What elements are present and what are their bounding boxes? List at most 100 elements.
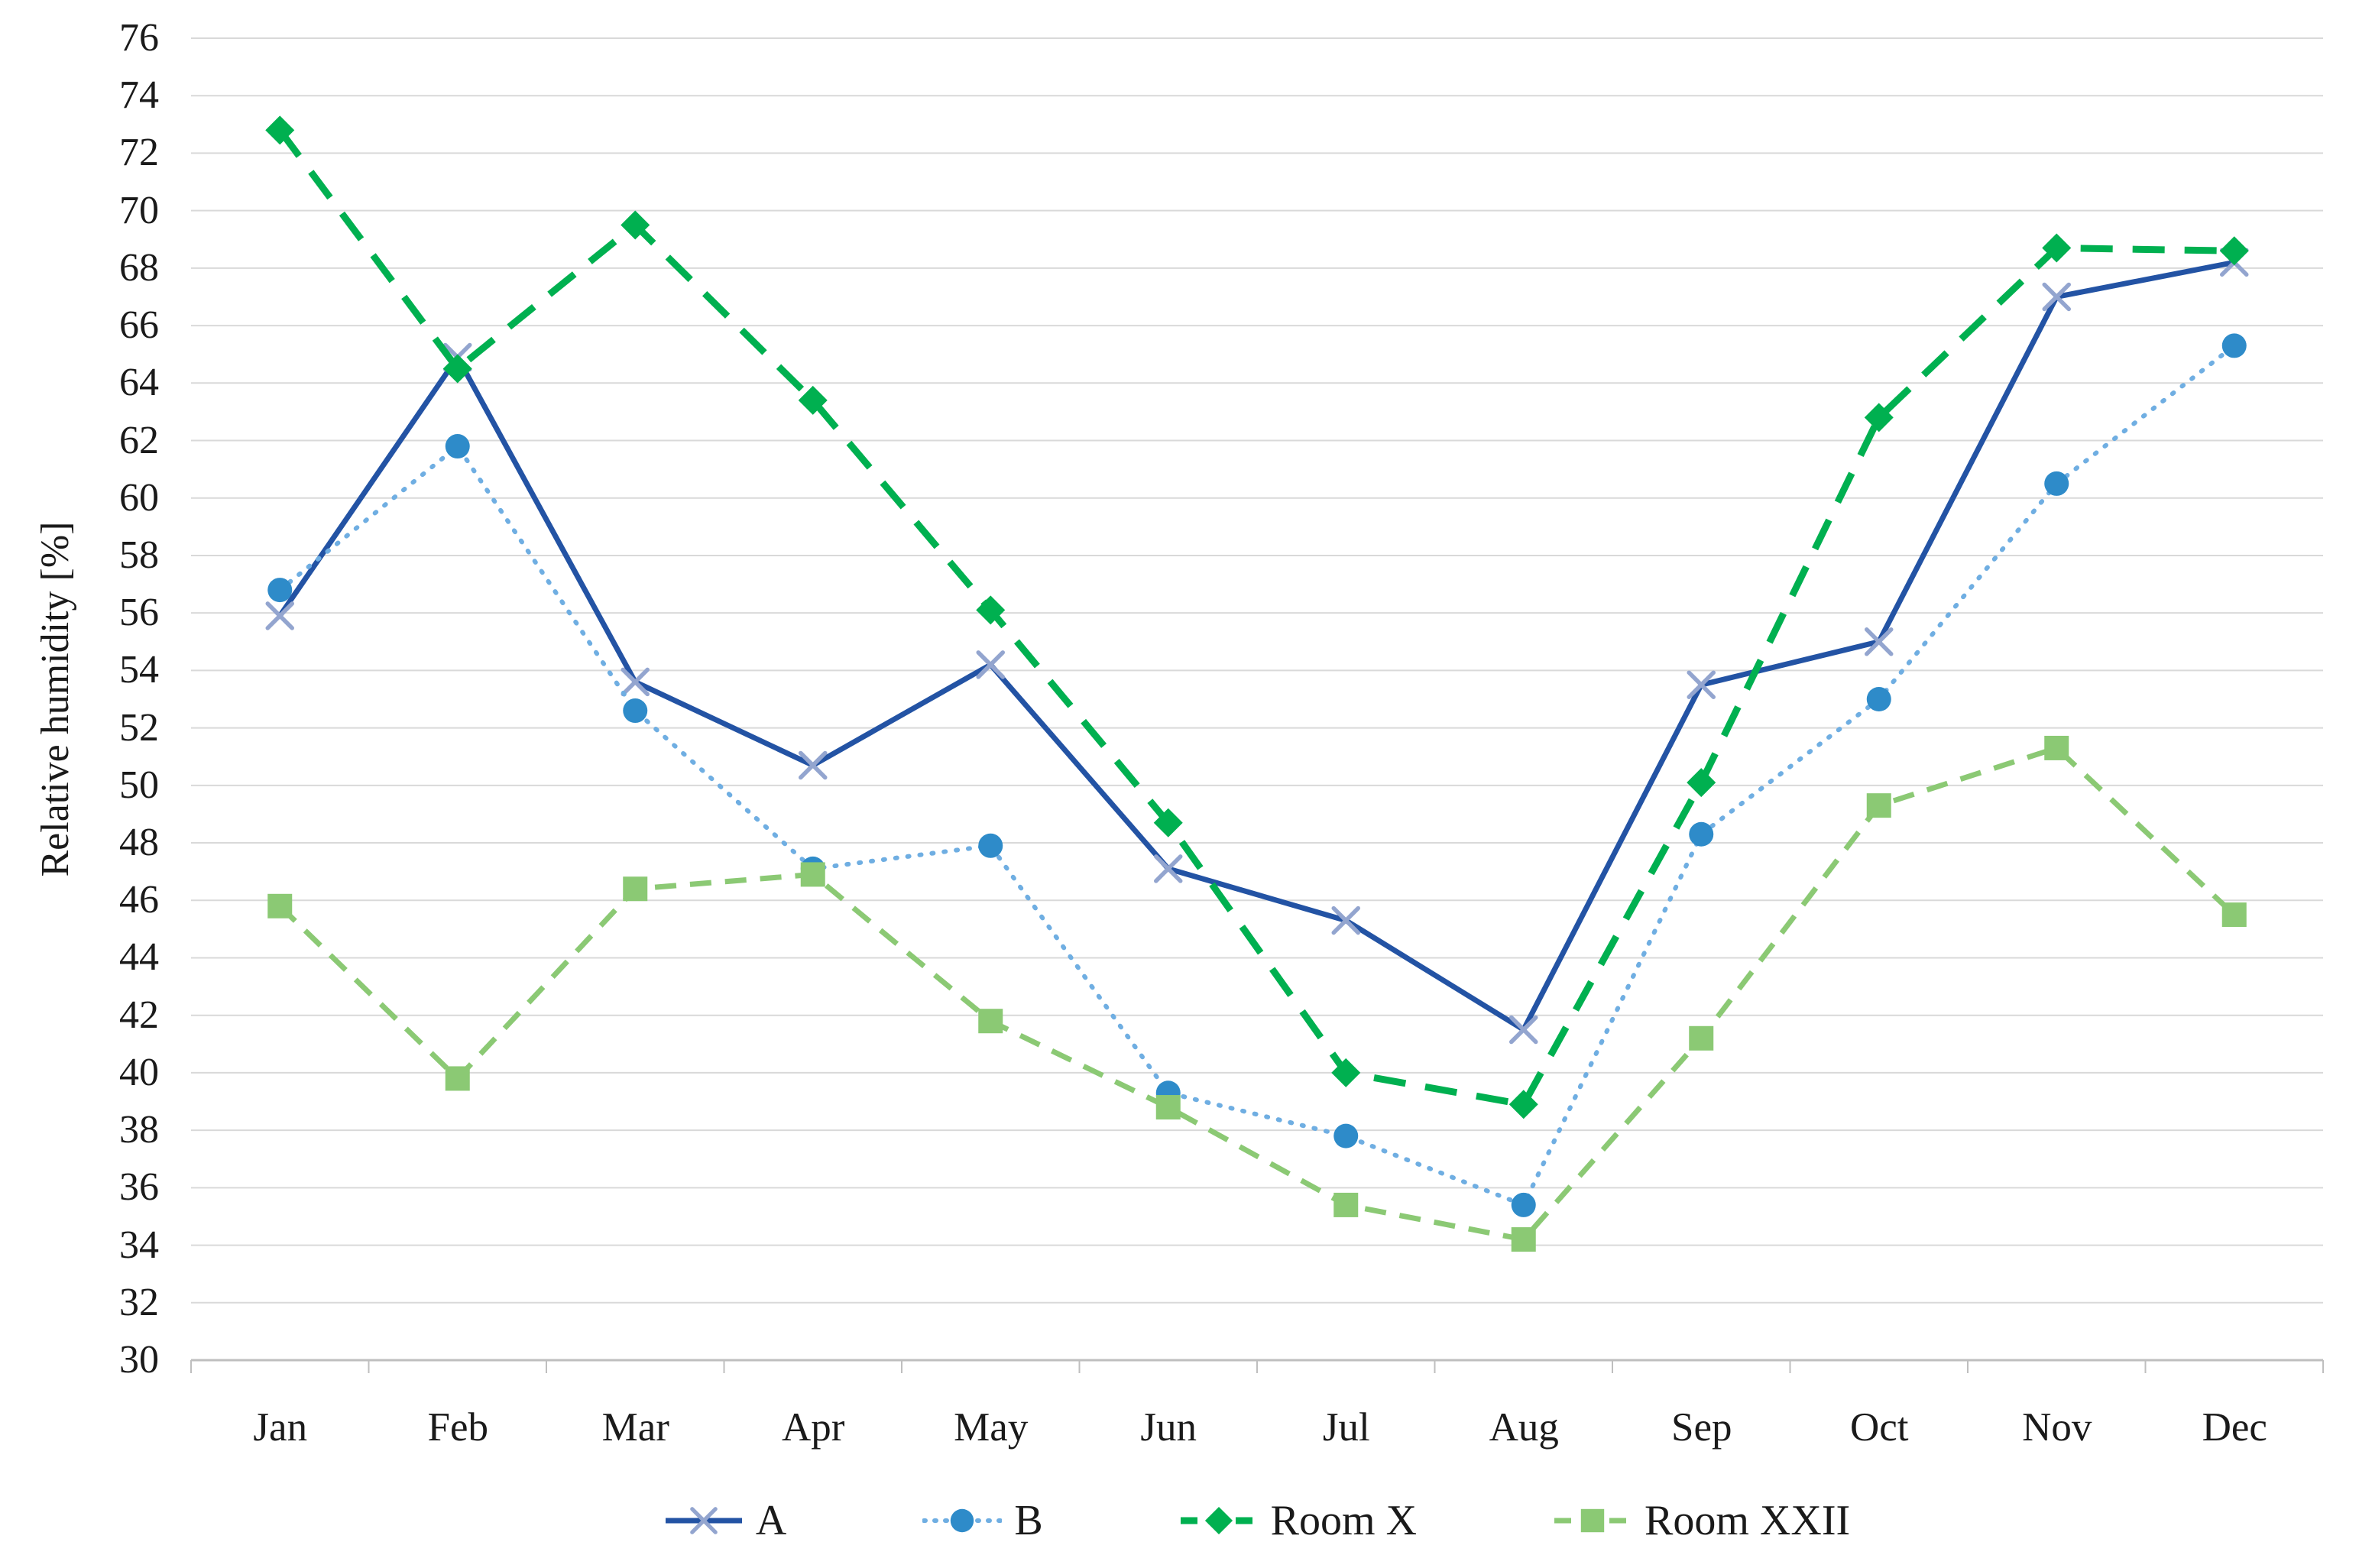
series-marker-circle <box>1689 821 1714 847</box>
x-tick-label: May <box>954 1405 1029 1450</box>
y-tick-label: 52 <box>119 705 159 750</box>
series-marker-x <box>1331 905 1360 935</box>
series-marker-diamond <box>1508 1090 1538 1119</box>
x-tick-label: Aug <box>1489 1405 1559 1450</box>
series-marker-square <box>2221 902 2247 928</box>
series-marker-x <box>1154 854 1183 883</box>
legend-swatch-icon <box>1180 1506 1257 1535</box>
series-marker-square <box>978 1009 1003 1034</box>
y-tick-label: 50 <box>119 763 159 807</box>
x-tick-label: Jan <box>253 1405 308 1450</box>
y-tick-label: 54 <box>119 648 159 692</box>
series-marker-diamond <box>1864 403 1894 432</box>
y-tick-label: 46 <box>119 878 159 922</box>
series-marker-diamond <box>1687 768 1716 798</box>
series-marker-square <box>1580 1508 1605 1533</box>
series-marker-square <box>1689 1025 1714 1051</box>
series-marker-diamond <box>2219 236 2249 266</box>
y-tick-label: 36 <box>119 1165 159 1210</box>
series-marker-circle <box>978 833 1003 858</box>
series-marker-square <box>1333 1192 1359 1217</box>
series-marker-square <box>1155 1095 1181 1120</box>
legend-label: B <box>1014 1497 1043 1544</box>
legend-swatch-icon <box>665 1507 742 1534</box>
series-marker-circle <box>1866 687 1891 711</box>
legend-swatch-icon <box>1554 1508 1632 1533</box>
series-line-room-xxii <box>277 745 2237 1242</box>
x-tick-label: Nov <box>2022 1405 2092 1450</box>
x-tick-label: Feb <box>427 1405 489 1450</box>
series-line-a <box>277 259 2235 1032</box>
series-marker-square <box>2044 735 2069 760</box>
y-tick-label: 76 <box>119 16 159 60</box>
y-tick-label: 38 <box>119 1108 159 1152</box>
y-tick-label: 48 <box>119 821 159 865</box>
y-tick-label: 60 <box>119 475 159 520</box>
series-marker-x <box>1865 627 1894 656</box>
y-tick-label: 32 <box>119 1280 159 1324</box>
series-marker-diamond <box>976 595 1006 625</box>
series-marker-square <box>623 876 648 902</box>
series-marker-diamond <box>621 210 650 240</box>
legend-label: Room XXII <box>1645 1497 1851 1544</box>
legend-swatch-icon <box>922 1508 1003 1533</box>
series-marker-circle <box>267 578 293 603</box>
series-marker-circle <box>1333 1123 1359 1148</box>
series-marker-x <box>799 750 828 780</box>
series-marker-x <box>1509 1015 1538 1045</box>
series-marker-circle <box>951 1508 974 1533</box>
legend-item-a: A <box>664 1496 786 1545</box>
x-tick-label: Mar <box>601 1405 669 1450</box>
series-marker-square <box>1866 793 1891 818</box>
x-tick-label: Dec <box>2202 1405 2267 1450</box>
y-tick-label: 68 <box>119 245 159 290</box>
y-tick-label: 56 <box>119 591 159 635</box>
x-tick-label: Jun <box>1140 1405 1197 1450</box>
series-marker-diamond <box>2042 233 2072 263</box>
legend-label: A <box>755 1497 787 1544</box>
series-marker-circle <box>623 698 648 724</box>
series-marker-x <box>976 650 1005 679</box>
series-marker-circle <box>2221 333 2247 358</box>
series-marker-x <box>690 1507 718 1534</box>
y-tick-label: 42 <box>119 993 159 1037</box>
series-marker-x <box>1687 670 1716 699</box>
series-marker-diamond <box>442 354 472 384</box>
y-tick-label: 64 <box>119 361 159 405</box>
y-tick-label: 30 <box>119 1338 159 1382</box>
series-marker-circle <box>2044 471 2069 496</box>
series-marker-diamond <box>1204 1506 1233 1535</box>
series-marker-diamond <box>798 385 828 415</box>
y-tick-label: 44 <box>119 935 159 980</box>
y-tick-label: 72 <box>119 131 159 175</box>
series-marker-diamond <box>1331 1058 1361 1087</box>
legend-item-room-x: Room X <box>1179 1496 1417 1545</box>
legend-item-room-xxii: Room XXII <box>1553 1496 1850 1545</box>
series-marker-circle <box>1511 1192 1536 1217</box>
series-marker-circle <box>445 434 470 459</box>
x-tick-label: Apr <box>782 1405 845 1450</box>
series-marker-square <box>445 1066 470 1091</box>
legend-item-b: B <box>922 1496 1043 1545</box>
y-tick-label: 74 <box>119 73 159 118</box>
y-tick-label: 62 <box>119 418 159 462</box>
series-marker-square <box>1511 1227 1536 1252</box>
legend-label: Room X <box>1270 1497 1418 1544</box>
series-line-room-x <box>277 128 2234 1108</box>
x-tick-label: Sep <box>1671 1405 1732 1450</box>
series-line-b <box>277 343 2237 1207</box>
series-marker-square <box>800 862 825 887</box>
series-marker-diamond <box>265 115 295 145</box>
y-tick-label: 58 <box>119 533 159 577</box>
y-tick-label: 66 <box>119 303 159 348</box>
series-marker-diamond <box>1153 808 1183 837</box>
x-tick-label: Oct <box>1849 1405 1909 1450</box>
series-marker-x <box>265 601 294 630</box>
y-tick-label: 34 <box>119 1223 159 1267</box>
series-marker-x <box>621 667 650 697</box>
x-tick-label: Jul <box>1322 1405 1370 1450</box>
series-marker-x <box>2042 282 2071 312</box>
y-tick-label: 70 <box>119 188 159 232</box>
